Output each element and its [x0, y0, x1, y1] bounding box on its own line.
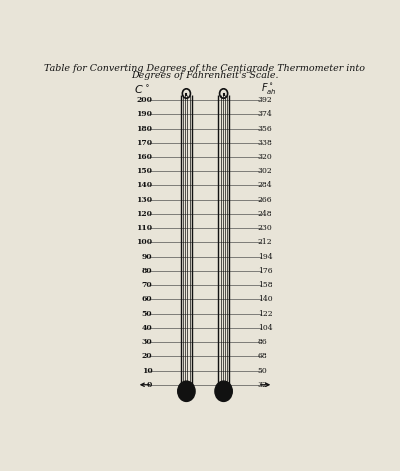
Text: 110: 110 [136, 224, 152, 232]
Text: 176: 176 [258, 267, 272, 275]
Text: 32: 32 [258, 381, 268, 389]
Text: 180: 180 [136, 124, 152, 132]
Text: 120: 120 [136, 210, 152, 218]
Text: 158: 158 [258, 281, 272, 289]
Text: 266: 266 [258, 195, 272, 203]
Text: 140: 140 [136, 181, 152, 189]
Text: 302: 302 [258, 167, 272, 175]
Text: 338: 338 [258, 139, 272, 147]
Text: 70: 70 [142, 281, 152, 289]
Text: $\mathit{C}^\circ$: $\mathit{C}^\circ$ [134, 84, 149, 97]
Text: Degrees of Fahrenheit's Scale.: Degrees of Fahrenheit's Scale. [131, 71, 279, 80]
Text: 170: 170 [136, 139, 152, 147]
Text: 230: 230 [258, 224, 272, 232]
Text: 50: 50 [142, 309, 152, 317]
Text: 90: 90 [142, 252, 152, 260]
Text: 248: 248 [258, 210, 272, 218]
Text: Table for Converting Degrees of the Centigrade Thermometer into: Table for Converting Degrees of the Cent… [44, 65, 366, 73]
Text: 190: 190 [136, 110, 152, 118]
Ellipse shape [215, 381, 232, 401]
Text: 10: 10 [142, 366, 152, 374]
Text: 104: 104 [258, 324, 272, 332]
Text: 0: 0 [147, 381, 152, 389]
Text: 140: 140 [258, 295, 272, 303]
Text: 50: 50 [258, 366, 268, 374]
Ellipse shape [178, 381, 195, 401]
Text: 80: 80 [142, 267, 152, 275]
Text: 122: 122 [258, 309, 272, 317]
Text: 100: 100 [136, 238, 152, 246]
Text: 392: 392 [258, 96, 272, 104]
Text: 86: 86 [258, 338, 268, 346]
Text: 356: 356 [258, 124, 272, 132]
Text: 68: 68 [258, 352, 268, 360]
Text: 60: 60 [142, 295, 152, 303]
Text: 20: 20 [142, 352, 152, 360]
Text: 40: 40 [142, 324, 152, 332]
Text: 160: 160 [136, 153, 152, 161]
Text: $\mathit{F}_{ah}^\circ$: $\mathit{F}_{ah}^\circ$ [261, 81, 276, 96]
Text: 130: 130 [136, 195, 152, 203]
Text: 30: 30 [142, 338, 152, 346]
Text: 320: 320 [258, 153, 272, 161]
Text: 150: 150 [136, 167, 152, 175]
Text: 200: 200 [136, 96, 152, 104]
Text: 374: 374 [258, 110, 272, 118]
Text: 284: 284 [258, 181, 272, 189]
Text: 194: 194 [258, 252, 272, 260]
Text: 212: 212 [258, 238, 272, 246]
